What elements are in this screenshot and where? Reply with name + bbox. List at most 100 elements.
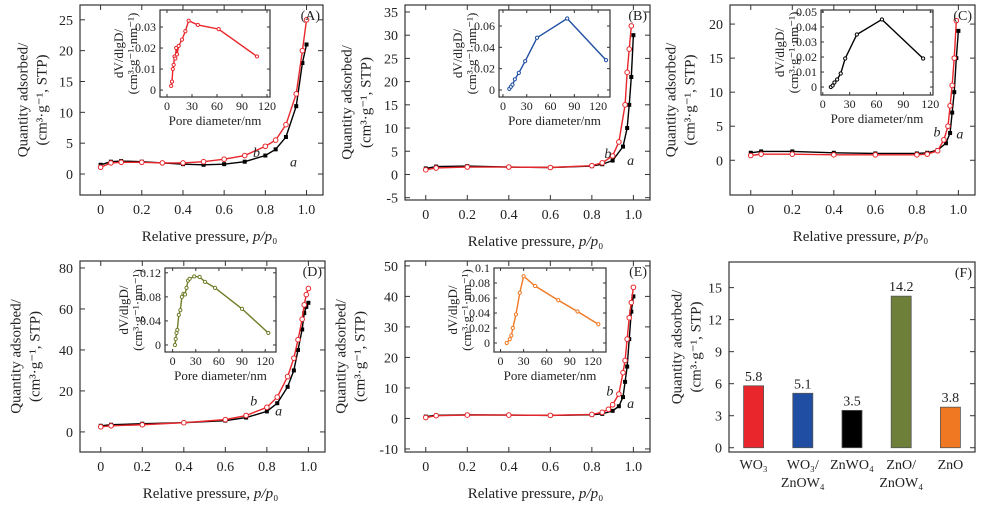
panel-e: 0 0.2 0.4 0.6 0.8 1.0 -10 0 10 20 30 40 50 ab Relative…	[333, 260, 651, 502]
main-y-tick-label: 0	[391, 168, 398, 183]
inset-series-point	[195, 22, 200, 28]
series-b-point	[872, 152, 879, 158]
main-y-tick-label: 0	[66, 168, 73, 183]
series-b-point	[422, 414, 429, 421]
inset-y-axis-label: dV/dlgD/	[450, 29, 465, 79]
series-a-point	[306, 300, 311, 305]
curve-label-b: b	[606, 385, 613, 400]
inset-series-point	[575, 309, 580, 314]
series-b	[422, 284, 637, 421]
panel-label: (D)	[303, 265, 323, 280]
inset-y-tick-label: 0.01	[135, 62, 156, 76]
inset-x-tick-label: 60	[871, 97, 883, 111]
main-y-tick-label: 15	[384, 99, 398, 114]
inset-series-point	[512, 77, 517, 82]
inset-y-axis-label: dV/dlgD/	[445, 285, 460, 335]
main-y-tick-label: 10	[384, 122, 398, 137]
main-x-tick-label: 1.0	[625, 208, 643, 223]
main-x-tick-label: 0.6	[542, 460, 560, 475]
inset-series-point	[172, 342, 178, 348]
series-b-point	[506, 412, 512, 418]
series-b-point	[747, 152, 754, 159]
inset-series-point	[565, 16, 570, 21]
main-x-tick-label: 0.4	[825, 203, 843, 218]
series-b	[97, 17, 310, 171]
inset-x-tick-label: 120	[584, 354, 602, 368]
series-b-point	[301, 302, 308, 308]
series-b-point	[789, 151, 796, 157]
series-b-point	[97, 423, 104, 430]
inset-x-tick-label: 60	[545, 99, 557, 113]
inset-series-point	[174, 45, 179, 51]
inset-series-point	[516, 70, 521, 76]
main-y-tick-label: 20	[59, 385, 73, 400]
series-b-point	[624, 336, 630, 342]
inset-x-axis-label: Pore diameter/nm	[169, 113, 262, 128]
inset-x-tick-label: 120	[256, 354, 274, 368]
main-y-tick-label: 5	[391, 145, 398, 160]
series-a-point	[943, 141, 948, 146]
bar-value-label: 3.5	[843, 394, 861, 409]
series-b-point	[283, 121, 289, 128]
main-y-axis-label: (cm³·g⁻¹, STP)	[34, 54, 50, 145]
inset-series-point	[266, 330, 271, 336]
main-y-tick-label: 35	[384, 6, 398, 21]
main-y-tick-label: -5	[386, 192, 398, 207]
main-y-tick-label: 15	[709, 52, 723, 67]
panel-d: 0 0.2 0.4 0.6 0.8 1.0 0 20 40 60 80 a b Relative pres…	[8, 260, 326, 502]
inset-y-tick-label: 0.06	[469, 291, 490, 305]
series-a-point	[627, 102, 632, 107]
inset-series-point	[197, 274, 202, 280]
inset-series-point	[183, 29, 188, 34]
main-x-tick-label: 0.2	[133, 203, 151, 218]
main-frame	[729, 4, 976, 196]
panel-c: 0 0.2 0.4 0.6 0.8 1.0 0 5 10 15 20 a b Relative press…	[663, 4, 976, 245]
inset-series-point	[192, 274, 197, 279]
inset-x-tick-label: 120	[589, 99, 607, 113]
series-b-point	[433, 165, 439, 171]
main-x-tick-label: 0.6	[217, 460, 235, 475]
main-x-tick-label: 0.8	[583, 460, 601, 475]
curve-label-a: a	[275, 405, 282, 420]
inset-frame	[820, 9, 934, 96]
inset-x-tick-label: 120	[258, 99, 276, 113]
curve-label-a: a	[627, 397, 634, 412]
inset-series-point	[169, 83, 174, 88]
series-b-point	[609, 401, 616, 408]
inset-series-point	[184, 285, 189, 290]
series-a-point	[263, 153, 268, 158]
main-x-tick-label: 0.8	[257, 203, 275, 218]
inset-series-point	[507, 337, 512, 342]
inset-series-point	[533, 283, 538, 289]
panel-label: (E)	[629, 265, 647, 280]
main-y-tick-label: 0	[715, 442, 722, 457]
inset-x-tick-label: 30	[190, 354, 202, 368]
series-a-point	[625, 364, 630, 369]
main-x-tick-label: 0	[97, 203, 104, 218]
main-x-tick-label: 0.4	[500, 208, 518, 223]
inset-series-point	[510, 325, 515, 331]
series-a-point	[296, 347, 301, 352]
inset-series-point	[513, 312, 519, 317]
x-axis-label: Relative pressure, p/p₀	[468, 486, 604, 502]
inset-y-tick-label: 0.12	[140, 266, 161, 280]
inset-x-tick-label: 90	[236, 354, 248, 368]
curve-label-a: a	[290, 156, 297, 171]
main-y-tick-label: 12	[708, 314, 722, 329]
series-b-point	[305, 285, 312, 292]
inset-a: 0 30 60 90 120 0 0.01 0.02 0.03 Pore diameter/nm d…	[111, 9, 276, 128]
main-x-tick-label: 0.8	[583, 208, 601, 223]
series-b	[97, 285, 312, 430]
inset-y-axis-label: dV/dlgD/	[111, 29, 126, 79]
inset-series-point	[830, 83, 835, 88]
category-label: ZnO	[938, 458, 964, 473]
x-axis-label: Relative pressure, p/p₀	[143, 486, 279, 502]
series-a-point	[222, 162, 227, 167]
series-b-point	[951, 55, 958, 61]
inset-frame	[493, 267, 607, 353]
series-a-point	[952, 90, 957, 95]
series-b-point	[599, 160, 606, 166]
inset-y-tick-label: 0	[150, 83, 156, 97]
curve-label-a: a	[627, 154, 634, 169]
